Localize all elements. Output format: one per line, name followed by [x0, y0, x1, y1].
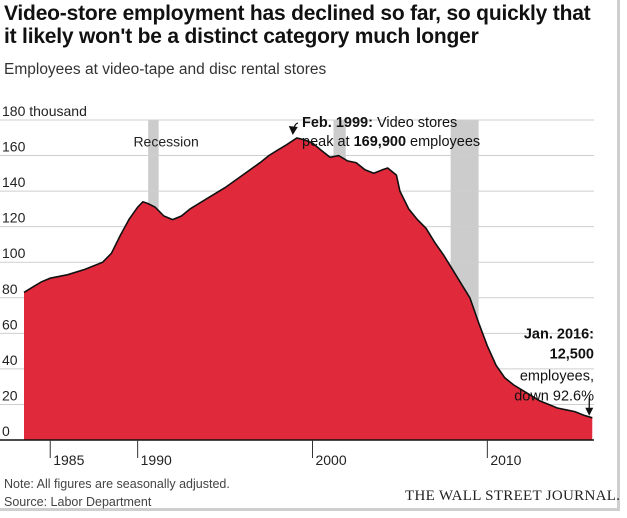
footnote: Note: All figures are seasonally adjuste…: [4, 477, 230, 491]
y-tick-label-0: 0: [2, 423, 10, 439]
peak-annotation-line1: Feb. 1999: Video stores: [302, 115, 457, 131]
chart-subtitle: Employees at video-tape and disc rental …: [4, 61, 327, 78]
y-tick-label-60: 60: [2, 316, 18, 332]
source-credit: Source: Labor Department: [4, 495, 152, 509]
employment-area: [24, 138, 593, 440]
x-tick-label-1985: 1985: [53, 452, 84, 468]
chart-plot: 0 20 40 60 80 100 120 140 160 180 thousand 1985 199…: [0, 103, 594, 468]
y-tick-label-40: 40: [2, 352, 18, 368]
latest-annotation-bold-0: Jan. 2016:: [524, 327, 594, 343]
y-tick-label-140: 140: [2, 174, 26, 190]
latest-annotation-line-0: employees,: [520, 369, 594, 385]
employment-line: [23, 137, 593, 419]
chart-frame: [0, 0, 620, 511]
latest-annotation-line-1: down 92.6%: [514, 389, 594, 405]
latest-arrowhead: [585, 407, 594, 416]
recession-label: Recession: [133, 134, 198, 150]
chart-title: Video-store employment has declined so f…: [4, 2, 591, 48]
y-tick-label-180: 180 thousand: [2, 103, 87, 119]
y-tick-label-160: 160: [2, 139, 26, 155]
peak-annotation-line2: peak at 169,900 employees: [302, 134, 480, 150]
y-tick-label-80: 80: [2, 281, 18, 297]
peak-arrowhead: [288, 125, 298, 135]
x-tick-label-1990: 1990: [141, 452, 172, 468]
x-tick-label-2010: 2010: [490, 452, 521, 468]
y-tick-label-20: 20: [2, 387, 18, 403]
x-tick-label-2000: 2000: [315, 452, 346, 468]
y-tick-label-120: 120: [2, 210, 26, 226]
y-tick-label-100: 100: [2, 245, 26, 261]
publisher-logo: THE WALL STREET JOURNAL.: [405, 488, 621, 504]
latest-annotation-bold-1: 12,500: [550, 347, 594, 363]
